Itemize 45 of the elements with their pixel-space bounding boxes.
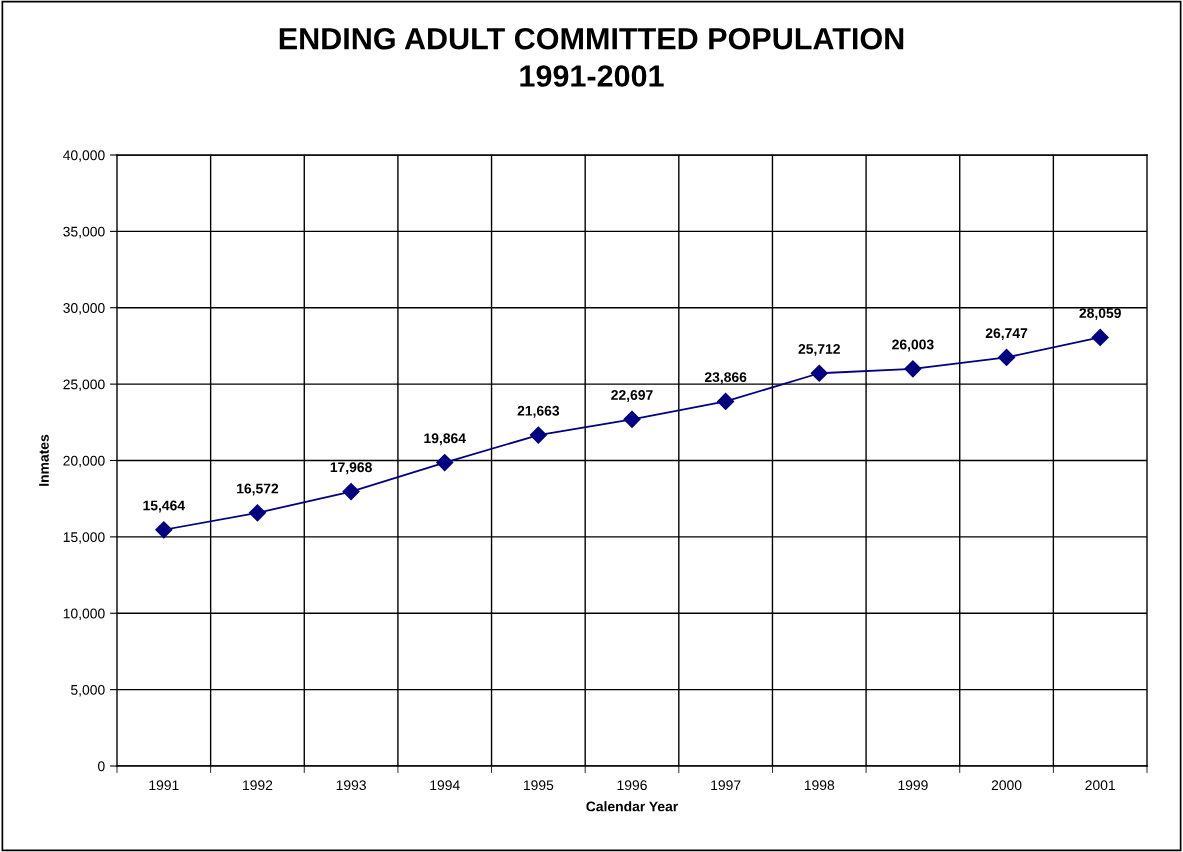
x-tick-label: 1992	[243, 780, 273, 791]
y-axis-title: Inmates	[39, 434, 49, 486]
data-label: 26,003	[892, 339, 934, 352]
x-tick-label: 1994	[430, 780, 460, 791]
chart-title: ENDING ADULT COMMITTED POPULATION 1991-2001	[279, 27, 904, 87]
point	[717, 392, 735, 410]
x-tick-label: 2000	[991, 780, 1022, 791]
x-tick-label: 1999	[898, 780, 928, 791]
y-tick-label: 5,000	[71, 684, 105, 697]
point	[810, 364, 828, 382]
data-label: 19,864	[424, 433, 466, 446]
data-label: 15,464	[143, 500, 185, 513]
x-tick-label: 1995	[523, 780, 554, 791]
point	[1091, 328, 1109, 346]
data-label: 22,697	[611, 390, 653, 402]
x-tick-label: 2001	[1085, 780, 1115, 791]
point	[248, 504, 267, 522]
data-label: 25,712	[798, 344, 840, 356]
point	[904, 360, 922, 378]
y-tick-label: 15,000	[63, 532, 105, 544]
point	[436, 454, 454, 472]
data-label: 23,866	[704, 372, 747, 385]
data-label: 21,663	[517, 405, 560, 418]
x-tick-label: 1997	[711, 780, 741, 791]
y-tick-label: 20,000	[63, 455, 105, 468]
y-tick-label: 10,000	[63, 608, 105, 621]
point	[155, 521, 173, 539]
data-label: 28,059	[1079, 308, 1121, 320]
data-label: 26,747	[985, 328, 1028, 341]
y-tick-label: 35,000	[63, 226, 105, 239]
y-tick-label: 25,000	[63, 379, 105, 391]
y-tick-label: 0	[98, 761, 105, 772]
point	[623, 410, 641, 428]
x-axis-title: Calendar Year	[586, 801, 678, 812]
point	[997, 348, 1016, 366]
point	[529, 426, 547, 444]
y-tick-label: 30,000	[63, 303, 105, 315]
x-tick-label: 1993	[336, 780, 366, 791]
data-label: 16,572	[237, 483, 279, 496]
x-tick-label: 1991	[149, 780, 179, 791]
data-label: 17,968	[330, 462, 372, 475]
x-tick-label: 1996	[617, 780, 647, 791]
y-tick-label: 40,000	[63, 150, 105, 162]
point	[342, 482, 360, 501]
x-tick-label: 1998	[804, 780, 835, 791]
